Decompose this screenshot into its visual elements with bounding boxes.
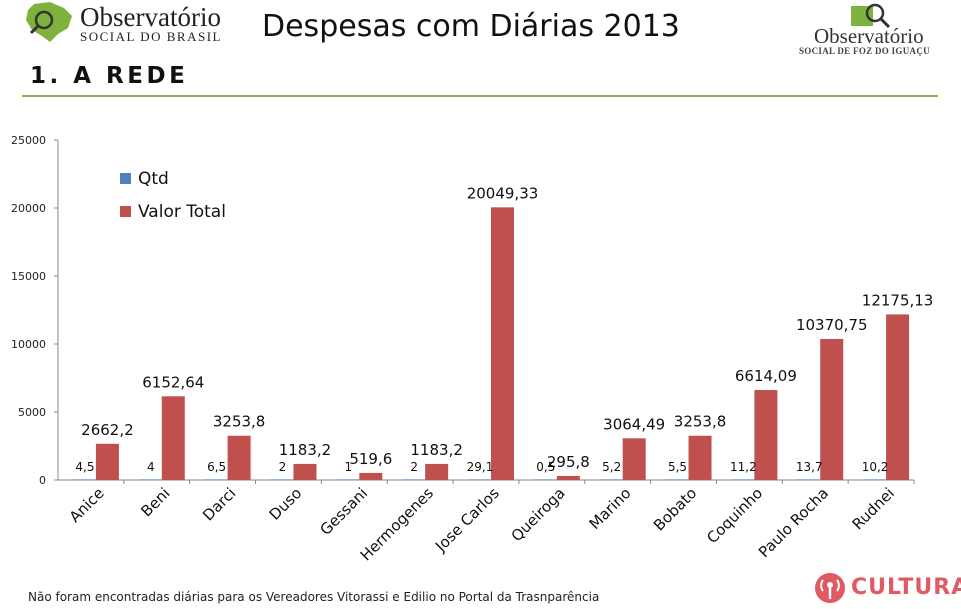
data-label-valor-total: 10370,75 [796, 316, 868, 334]
bar-qtd-bobato [665, 479, 689, 480]
data-label-valor-total: 2662,2 [81, 421, 134, 439]
logo-right-subtitle: SOCIAL DE FOZ DO IGUAÇU [799, 46, 930, 56]
bar-qtd-marino [599, 479, 623, 480]
data-label-qtd: 5,5 [668, 460, 687, 474]
data-label-valor-total: 519,6 [349, 450, 392, 468]
data-label-valor-total: 295,8 [547, 453, 590, 471]
x-category-label: Bobato [650, 484, 700, 534]
logo-right-name: Observatório [814, 24, 924, 48]
bar-valor-total-beni [161, 396, 185, 480]
cultura-watermark: CULTURA [814, 572, 961, 605]
legend-swatch-valor-total [120, 206, 131, 217]
data-label-qtd: 6,5 [207, 460, 226, 474]
bar-valor-total-queiroga [556, 475, 580, 480]
chart-bars [72, 207, 910, 480]
radio-signal-icon [815, 573, 845, 603]
bar-qtd-gessani [336, 479, 360, 480]
logo-left-name: Observatório [80, 2, 221, 32]
magnifier-square-icon [851, 3, 891, 29]
data-label-qtd: 2 [410, 460, 418, 474]
data-label-valor-total: 1183,2 [279, 441, 332, 459]
bar-qtd-rudnei [863, 479, 887, 480]
y-tick-label: 5000 [18, 406, 46, 419]
data-label-qtd: 13,7 [796, 460, 823, 474]
y-tick-label: 25000 [11, 134, 46, 147]
bar-valor-total-bobato [688, 435, 712, 480]
bar-qtd-duso [270, 479, 294, 480]
legend-swatch-qtd [120, 173, 131, 184]
x-category-label: Duso [266, 484, 306, 524]
x-category-label: Rudnei [849, 484, 898, 533]
data-label-valor-total: 1183,2 [410, 441, 463, 459]
x-category-label: Coquinho [703, 484, 766, 547]
chart-axes: 0 5000 10000 15000 20000 25000 Anice Beni Darci D… [11, 134, 915, 564]
brazil-map-magnifier-icon [26, 2, 72, 42]
footnote: Não foram encontradas diárias para os Ve… [28, 590, 600, 604]
logo-left-subtitle: SOCIAL DO BRASIL [80, 29, 222, 44]
bar-qtd-queiroga [533, 479, 557, 480]
bar-valor-total-duso [293, 463, 317, 480]
section-heading: 1. A REDE [30, 63, 189, 89]
data-label-qtd: 4 [147, 460, 155, 474]
data-label-qtd: 1 [344, 460, 352, 474]
bar-qtd-anice [72, 479, 96, 480]
divider-line [22, 95, 938, 97]
legend-label-valor-total: Valor Total [138, 202, 226, 222]
observatorio-social-brasil-logo: Observatório SOCIAL DO BRASIL [20, 0, 225, 46]
data-label-valor-total: 6614,09 [735, 367, 797, 385]
data-label-qtd: 5,2 [602, 460, 621, 474]
y-tick-label: 0 [39, 474, 46, 487]
y-tick-label: 10000 [11, 338, 46, 351]
x-category-label: Queiroga [508, 484, 569, 545]
x-category-label: Jose Carlos [431, 484, 503, 556]
x-category-label: Darci [199, 484, 239, 524]
bar-valor-total-paulo-rocha [820, 338, 844, 480]
data-label-qtd: 10,2 [862, 460, 889, 474]
x-category-label: Marino [586, 484, 635, 533]
data-label-qtd: 29,1 [467, 460, 494, 474]
data-label-qtd: 11,2 [730, 460, 757, 474]
bar-qtd-hermogenes [402, 479, 426, 480]
watermark-label: CULTURA [851, 575, 961, 600]
x-category-label: Anice [66, 484, 108, 526]
observatorio-foz-logo: Observatório SOCIAL DE FOZ DO IGUAÇU [796, 0, 946, 60]
bar-valor-total-darci [227, 435, 251, 480]
data-label-valor-total: 6152,64 [142, 373, 204, 391]
bar-valor-total-anice [95, 443, 119, 480]
bar-valor-total-gessani [359, 472, 383, 480]
bar-qtd-paulo-rocha [797, 479, 821, 480]
bar-qtd-darci [204, 479, 228, 480]
y-tick-label: 15000 [11, 270, 46, 283]
data-label-valor-total: 20049,33 [467, 184, 539, 202]
bar-qtd-jose-carlos [468, 479, 491, 480]
legend-label-qtd: Qtd [138, 169, 169, 189]
data-label-valor-total: 3064,49 [603, 415, 665, 433]
data-label-valor-total: 12175,13 [862, 291, 934, 309]
x-category-label: Paulo Rocha [755, 484, 832, 561]
bar-valor-total-marino [622, 438, 646, 480]
x-category-label: Gessani [316, 484, 371, 539]
bar-valor-total-rudnei [886, 314, 910, 480]
data-label-qtd: 2 [279, 460, 287, 474]
data-label-valor-total: 3253,8 [213, 413, 266, 431]
data-label-qtd: 0,5 [536, 460, 555, 474]
chart-legend: Qtd Valor Total [120, 169, 226, 222]
bar-valor-total-coquinho [754, 390, 778, 480]
expenses-bar-chart: 0 5000 10000 15000 20000 25000 Anice Beni Darci D… [11, 134, 933, 564]
page-title: Despesas com Diárias 2013 [262, 9, 680, 44]
bar-qtd-coquinho [731, 479, 755, 480]
x-category-label: Beni [137, 484, 173, 520]
bar-qtd-beni [138, 479, 162, 480]
y-tick-label: 20000 [11, 202, 46, 215]
bar-valor-total-jose-carlos [491, 207, 514, 480]
data-label-qtd: 4,5 [75, 460, 94, 474]
data-label-valor-total: 3253,8 [674, 413, 727, 431]
bar-valor-total-hermogenes [425, 463, 449, 480]
